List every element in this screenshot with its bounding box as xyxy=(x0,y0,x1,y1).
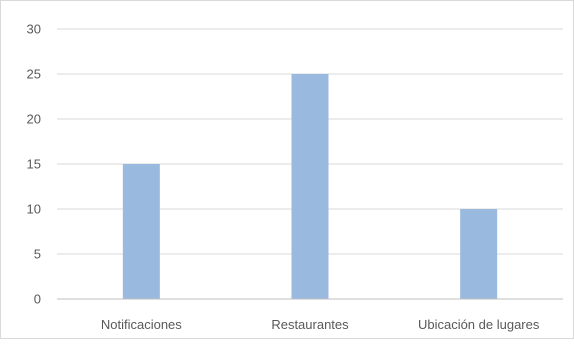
y-tick-label: 30 xyxy=(27,22,41,37)
bars xyxy=(122,74,498,299)
x-tick-label: Notificaciones xyxy=(101,317,182,332)
y-tick-label: 10 xyxy=(27,202,41,217)
y-tick-label: 5 xyxy=(34,247,41,262)
y-axis-tick-labels: 0 5 10 15 20 25 30 xyxy=(27,22,41,307)
x-tick-label: Ubicación de lugares xyxy=(418,317,540,332)
x-tick-label: Restaurantes xyxy=(271,317,349,332)
y-tick-label: 0 xyxy=(34,292,41,307)
y-tick-label: 20 xyxy=(27,112,41,127)
bar-restaurantes xyxy=(291,74,329,299)
y-tick-label: 25 xyxy=(27,67,41,82)
x-axis-tick-labels: Notificaciones Restaurantes Ubicación de l… xyxy=(101,317,540,332)
bar-ubicaci-n-de-lugares xyxy=(460,209,498,299)
bar-notificaciones xyxy=(122,164,160,299)
y-tick-label: 15 xyxy=(27,157,41,172)
